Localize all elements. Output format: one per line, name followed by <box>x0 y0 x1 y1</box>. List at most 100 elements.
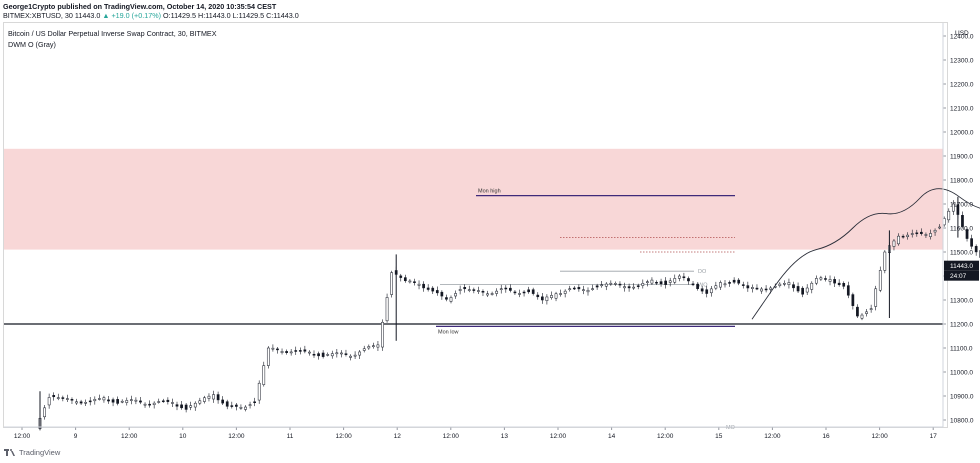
candle-body <box>860 314 864 319</box>
candle-body <box>449 297 453 302</box>
candle-body <box>435 290 439 294</box>
candle-body <box>655 281 658 284</box>
candle-body <box>358 351 362 356</box>
candle-body <box>244 406 247 410</box>
candle-body <box>472 289 476 291</box>
x-tick-label: 13 <box>501 433 509 440</box>
candle-body <box>486 293 489 296</box>
candle-body <box>677 275 681 279</box>
candle-body <box>66 398 69 400</box>
candle-body <box>403 277 407 282</box>
x-tick-label: 17 <box>930 433 938 440</box>
candle-body <box>340 352 343 355</box>
candle-body <box>563 290 567 294</box>
candle-body <box>381 321 384 348</box>
candle-body <box>787 282 791 285</box>
candle-body <box>746 285 750 289</box>
candle-body <box>84 402 88 404</box>
x-tick-label: 12 <box>394 433 402 440</box>
candle-body <box>212 394 215 400</box>
y-tick-label: 11300.0 <box>950 298 973 305</box>
candle-body <box>422 283 425 289</box>
candle-body <box>276 348 279 351</box>
candle-body <box>235 404 238 407</box>
candle-body <box>175 404 179 407</box>
candle-body <box>454 293 457 297</box>
candle-body <box>691 283 695 286</box>
candle-body <box>737 279 741 284</box>
candle-body <box>865 311 868 314</box>
candle-body <box>367 346 371 349</box>
candle-body <box>70 399 74 401</box>
candle-body <box>751 287 754 289</box>
candle-body <box>504 287 508 290</box>
candle-body <box>207 395 211 399</box>
candle-body <box>93 399 97 402</box>
candle-body <box>499 288 503 290</box>
x-tick-label: 12:00 <box>657 433 674 440</box>
candle-body <box>687 278 690 282</box>
candle-body <box>349 355 352 358</box>
candle-body <box>248 404 252 406</box>
candle-body <box>431 287 435 292</box>
candle-body <box>52 395 56 398</box>
candle-body <box>335 352 339 355</box>
y-tick-label: 11800.0 <box>950 178 973 185</box>
candle-body <box>477 290 480 292</box>
candle-body <box>938 226 941 229</box>
candle-body <box>417 283 421 286</box>
candle-body <box>769 287 773 290</box>
candle-body <box>974 246 978 253</box>
x-tick-label: 11 <box>287 433 294 440</box>
candle-body <box>463 287 467 290</box>
candle-body <box>221 399 225 404</box>
x-tick-label: 12:00 <box>228 433 245 440</box>
candle-body <box>372 345 375 347</box>
candle-body <box>458 289 462 291</box>
candle-body <box>833 279 836 284</box>
candle-body <box>88 400 92 403</box>
x-tick-label: 10 <box>179 433 187 440</box>
candle-body <box>134 399 138 402</box>
candle-body <box>139 400 142 403</box>
candle-body <box>536 294 540 298</box>
candle-body <box>540 296 544 301</box>
y-tick-label: 11600.0 <box>950 226 973 233</box>
y-tick-label: 11200.0 <box>950 322 973 329</box>
candle-body <box>481 291 485 293</box>
y-tick-label: 11100.0 <box>950 346 973 353</box>
x-tick-label: 12:00 <box>335 433 352 440</box>
candle-body <box>910 233 914 235</box>
candle-body <box>116 399 119 404</box>
candle-body <box>709 288 713 294</box>
daily-open-label: DO <box>698 269 707 275</box>
candle-body <box>362 348 366 351</box>
candle-body <box>344 353 348 355</box>
candle-body <box>545 296 549 301</box>
y-tick-label: 10900.0 <box>950 394 974 401</box>
candle-body <box>531 289 535 294</box>
candle-body <box>294 350 298 352</box>
candle-body <box>257 382 261 401</box>
candle-body <box>627 286 631 289</box>
y-tick-label: 12100.0 <box>950 106 974 113</box>
candle-body <box>591 288 594 290</box>
candle-body <box>705 289 709 294</box>
candle-body <box>646 281 649 283</box>
footer-brand[interactable]: TradingView <box>4 448 60 457</box>
y-tick-label: 12400.0 <box>950 34 974 41</box>
candle-body <box>152 402 156 405</box>
candle-body <box>203 397 206 402</box>
candle-body <box>609 282 613 285</box>
candle-body <box>312 353 316 356</box>
candle-body <box>79 401 83 404</box>
candle-body <box>180 404 183 409</box>
resistance-zone <box>4 148 943 250</box>
indicator-label: DWM O (Gray) <box>8 40 56 49</box>
y-tick-label: 12300.0 <box>950 58 974 65</box>
candle-body <box>650 279 654 284</box>
candle-body <box>280 351 284 353</box>
candle-body <box>225 401 229 407</box>
candle-body <box>198 400 202 404</box>
